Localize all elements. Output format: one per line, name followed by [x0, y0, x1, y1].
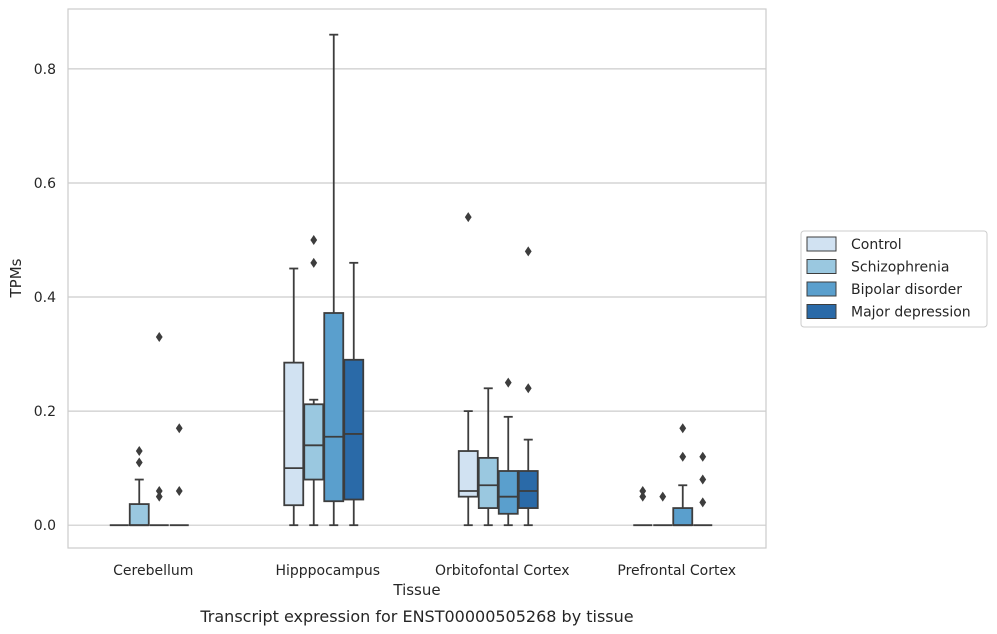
box-iqr — [303, 403, 325, 481]
x-axis-ticks: Cerebellum Hipppocampus Orbitofontal Corte… — [113, 563, 736, 579]
legend-item: Bipolar disorder — [806, 281, 962, 298]
series-schizophrenia — [128, 235, 673, 527]
y-axis-ticks: 0.0 0.2 0.4 0.6 0.8 — [34, 62, 56, 534]
box-group — [497, 377, 519, 527]
y-tick-label: 0.0 — [34, 518, 56, 534]
legend-item: Major depression — [806, 304, 971, 321]
outlier-point — [175, 485, 183, 496]
box-group — [283, 267, 305, 527]
outlier-point — [699, 497, 707, 508]
box-group — [128, 446, 150, 527]
box-group — [169, 423, 189, 527]
outlier-point — [310, 257, 318, 268]
outlier-point — [524, 246, 532, 257]
box-group — [323, 33, 345, 527]
legend-label: Schizophrenia — [851, 260, 949, 276]
x-tick-label: Hipppocampus — [275, 563, 380, 579]
plot-area-frame — [67, 8, 767, 549]
x-tick-label: Orbitofontal Cortex — [435, 563, 570, 579]
outlier-point — [175, 423, 183, 434]
legend-label: Major depression — [851, 305, 971, 321]
box-iqr — [343, 358, 365, 501]
box-group — [303, 235, 325, 527]
box-group — [693, 451, 713, 527]
outlier-point — [699, 451, 707, 462]
series-control — [109, 212, 653, 527]
outlier-point — [679, 451, 687, 462]
box-iqr — [323, 312, 345, 503]
box-group — [477, 387, 499, 527]
legend-item: Control — [806, 236, 902, 253]
outlier-point — [464, 212, 472, 223]
legend-swatch — [806, 236, 837, 252]
outlier-point — [679, 423, 687, 434]
y-tick-label: 0.6 — [34, 176, 56, 192]
box-group — [457, 212, 479, 527]
box-iqr — [477, 456, 499, 509]
box-iqr — [457, 450, 479, 498]
outlier-point — [135, 457, 143, 468]
legend: Control Schizophrenia Bipolar disorder Majo… — [800, 230, 988, 328]
box-group — [517, 246, 539, 527]
outlier-point — [524, 383, 532, 394]
box-group — [672, 423, 694, 527]
outlier-point — [155, 491, 163, 502]
legend-swatch — [806, 259, 837, 274]
chart-caption: Transcript expression for ENST0000050526… — [199, 607, 633, 626]
box-iqr — [497, 470, 519, 515]
outlier-point — [639, 485, 647, 496]
legend-frame — [800, 230, 988, 328]
legend-label: Control — [851, 237, 902, 253]
box-iqr — [283, 361, 305, 507]
x-axis-label: Tissue — [392, 581, 440, 599]
outlier-point — [310, 235, 318, 245]
x-tick-label: Prefrontal Cortex — [617, 563, 736, 579]
series-bipolar-disorder — [149, 33, 694, 527]
outlier-point — [699, 474, 707, 485]
outlier-point — [659, 491, 667, 502]
box-iqr — [517, 470, 539, 509]
legend-swatch — [806, 304, 837, 319]
y-tick-label: 0.8 — [34, 62, 56, 78]
series-major-depression — [169, 246, 713, 527]
y-tick-label: 0.4 — [34, 290, 56, 306]
legend-swatch — [806, 281, 837, 297]
outlier-point — [155, 485, 163, 496]
box-group — [149, 331, 169, 527]
box-group — [653, 491, 673, 527]
x-tick-label: Cerebellum — [113, 563, 193, 579]
legend-item: Schizophrenia — [806, 259, 949, 276]
outlier-point — [135, 446, 143, 457]
box-group — [343, 261, 365, 527]
outlier-point — [639, 491, 647, 502]
box-iqr — [128, 503, 150, 527]
y-axis-label: TPMs — [7, 258, 25, 298]
box-group — [633, 485, 653, 527]
y-tick-label: 0.2 — [34, 404, 56, 420]
outlier-point — [504, 377, 512, 388]
box-iqr — [672, 507, 694, 527]
grid-lines — [68, 68, 766, 526]
box-series — [109, 33, 713, 527]
outlier-point — [155, 331, 163, 342]
legend-label: Bipolar disorder — [851, 282, 962, 298]
